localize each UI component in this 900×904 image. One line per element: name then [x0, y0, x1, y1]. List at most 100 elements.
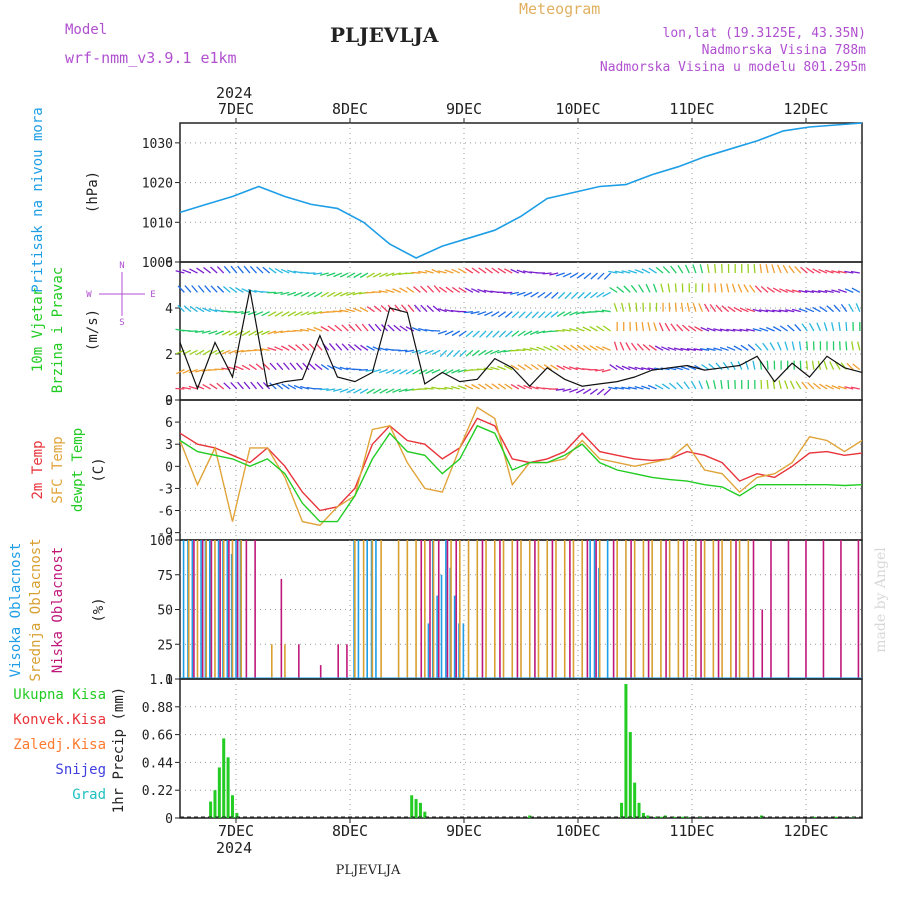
- wind-arrow: [795, 266, 801, 273]
- wind-arrow: [545, 312, 552, 318]
- cloud-label-mid: Srednja Oblacnost: [28, 538, 44, 681]
- wind-arrow: [284, 363, 290, 370]
- temp-series-0: [180, 418, 862, 510]
- wind-arrow: [738, 284, 742, 292]
- wind-arrow: [741, 345, 748, 350]
- wind-arrow: [473, 331, 480, 337]
- wind-arrow: [217, 286, 223, 292]
- wind-arrow: [684, 382, 689, 389]
- temp-label-2m: 2m Temp: [30, 440, 46, 499]
- wind-arrow: [374, 306, 381, 312]
- wind-arrow: [447, 350, 453, 356]
- wind-arrow: [210, 384, 217, 389]
- precip-bar-15: [633, 783, 636, 818]
- wind-arrow: [465, 268, 473, 273]
- wind-arrow: [584, 292, 591, 298]
- wind-arrow: [270, 363, 276, 370]
- wind-arrow: [617, 287, 624, 293]
- wind-arrow: [654, 322, 657, 331]
- wind-arrow: [354, 345, 361, 351]
- ytick-label-pressure-2: 1020: [142, 177, 173, 192]
- wind-arrow: [263, 267, 270, 273]
- wind-arrow: [789, 266, 794, 273]
- wind-arrow: [856, 303, 860, 311]
- wind-arrow: [492, 384, 499, 389]
- wind-arrow: [710, 304, 715, 311]
- wind-arrow: [348, 344, 355, 350]
- ytick-label-precip-4: 0.88: [142, 701, 173, 716]
- wind-arrow: [830, 362, 834, 370]
- wind-arrow: [754, 264, 755, 273]
- precip-bar-23: [681, 817, 684, 818]
- bottom-date-label-3: 10DEC: [555, 822, 600, 840]
- wind-arrow: [761, 287, 768, 293]
- wind-arrow: [722, 306, 729, 312]
- wind-arrow: [539, 312, 546, 318]
- wind-arrow: [477, 369, 486, 370]
- wind-arrow: [558, 292, 565, 298]
- wind-arrow: [642, 322, 643, 331]
- wind-arrow: [192, 286, 198, 293]
- wind-arrow: [204, 268, 211, 274]
- wind-arrow: [328, 326, 335, 331]
- wind-arrow: [604, 273, 610, 279]
- wind-arrow: [571, 292, 577, 298]
- wind-arrow: [693, 303, 696, 312]
- wind-arrow: [620, 342, 624, 350]
- legend-frozen: Zaledj.Kisa: [13, 737, 106, 753]
- wind-arrows-group: [175, 264, 859, 395]
- wind-arrow: [853, 364, 860, 370]
- wind-arrow: [412, 273, 421, 274]
- wind-arrow: [792, 342, 794, 351]
- top-date-label-0: 7DEC: [218, 100, 254, 118]
- wind-arrow: [223, 287, 230, 293]
- wind-arrow: [785, 381, 788, 389]
- ytick-label-wind-1: 2: [165, 348, 173, 363]
- wind-arrow: [753, 361, 755, 370]
- wind-arrow: [257, 382, 263, 389]
- wind-arrow: [335, 325, 342, 331]
- precip-bar-2: [218, 767, 221, 818]
- wind-arrow: [778, 342, 782, 350]
- wind-arrow: [381, 306, 388, 312]
- coords-text: lon,lat (19.3125E, 43.35N): [663, 26, 867, 41]
- precip-bar-4: [227, 757, 230, 818]
- wind-arrow: [700, 264, 702, 273]
- wind-arrow: [516, 350, 525, 351]
- wind-arrow: [499, 331, 505, 337]
- legend-graupel: Grad: [72, 787, 106, 803]
- precip-bar-8: [415, 799, 418, 818]
- wind-arrow: [598, 273, 604, 279]
- ytick-label-temp-3: 0: [165, 460, 173, 475]
- ytick-label-temp-4: 3: [165, 438, 173, 453]
- ytick-label-precip-3: 0.66: [142, 729, 173, 744]
- wind-arrow: [591, 273, 598, 279]
- wind-arrow: [577, 273, 584, 278]
- wind-arrow: [716, 305, 722, 312]
- model-elevation-text: Nadmorska Visina u modelu 801.295m: [600, 60, 866, 75]
- wind-arrow: [571, 345, 578, 350]
- temp-label-dewpt: dewpt Temp: [70, 428, 86, 512]
- wind-arrow: [683, 325, 690, 331]
- wind-arrow: [760, 264, 761, 273]
- wind-arrow: [852, 341, 853, 350]
- wind-unit-label: (m/s): [85, 309, 101, 351]
- ytick-label-cloud-1: 25: [157, 638, 173, 653]
- wind-arrow: [359, 370, 368, 371]
- wind-arrow: [329, 343, 335, 350]
- legend-convective: Konvek.Kisa: [13, 712, 106, 728]
- wind-arrow: [466, 331, 473, 337]
- top-date-label-4: 11DEC: [669, 100, 714, 118]
- wind-arrow: [699, 303, 703, 311]
- wind-arrow: [564, 345, 571, 350]
- wind-arrow: [565, 292, 571, 298]
- ytick-label-precip-5: 1.1: [150, 673, 173, 688]
- wind-arrow: [687, 303, 689, 312]
- wind-arrow: [763, 343, 768, 350]
- ytick-label-temp-6: 9: [165, 394, 173, 409]
- wind-arrow: [636, 322, 637, 331]
- wind-arrow: [302, 344, 309, 350]
- wind-arrow: [485, 268, 492, 273]
